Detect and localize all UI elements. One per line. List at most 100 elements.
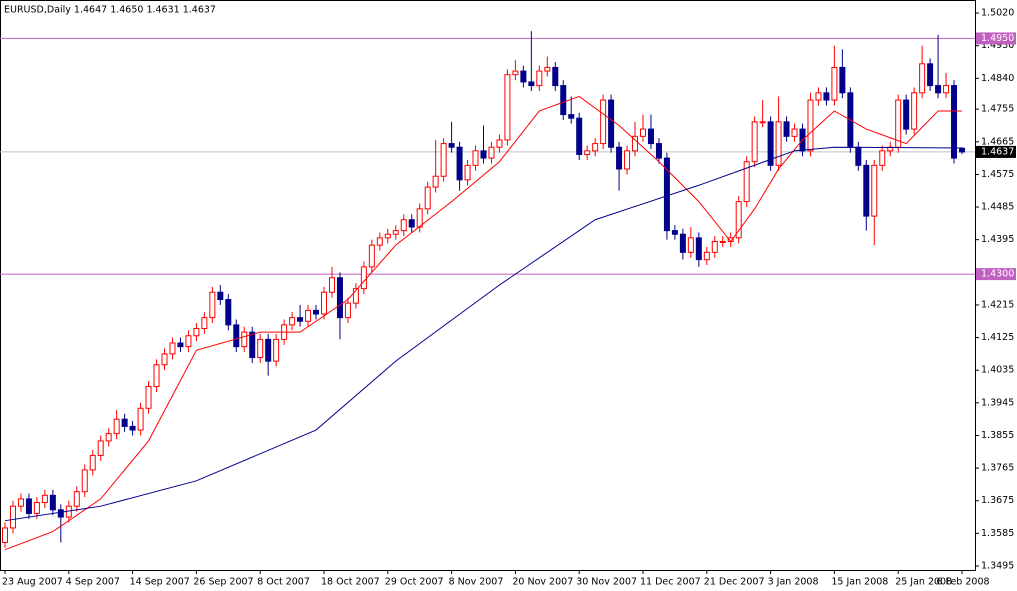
- candle-body: [640, 128, 646, 137]
- candle-body: [225, 299, 232, 326]
- candle-body: [879, 150, 886, 166]
- candle-body: [512, 70, 519, 76]
- candle-body: [153, 364, 160, 388]
- y-tick-label: 1.4035: [981, 365, 1014, 376]
- candle-body: [839, 66, 846, 94]
- candle-body: [536, 70, 543, 87]
- y-tick-label: 1.4215: [981, 299, 1014, 310]
- x-tick-label: 25 Jan 2008: [895, 577, 952, 588]
- candle-body: [863, 164, 870, 217]
- y-tick-label: 1.4755: [981, 104, 1014, 115]
- candle-body: [368, 244, 375, 268]
- candle-body: [608, 99, 615, 148]
- candle-body: [145, 386, 152, 409]
- y-tick-label: 1.4395: [981, 234, 1014, 245]
- candle-body: [624, 150, 631, 170]
- candle-body: [313, 309, 320, 315]
- candle-body: [57, 509, 64, 518]
- candle-body: [632, 135, 639, 152]
- candle-body: [25, 498, 32, 514]
- candle-body: [959, 147, 965, 153]
- candle-body: [193, 328, 200, 337]
- candle-body: [584, 150, 591, 155]
- x-tick-label: 18 Oct 2007: [321, 577, 380, 588]
- candle-body: [807, 99, 814, 152]
- candle-body: [81, 469, 88, 493]
- candle-body: [496, 139, 503, 148]
- candle-body: [137, 407, 144, 431]
- candle-body: [464, 164, 471, 181]
- candle-body: [456, 146, 463, 181]
- x-tick-label: 8 Nov 2007: [449, 577, 504, 588]
- candle-body: [89, 454, 96, 471]
- candle-body: [751, 121, 758, 163]
- candle-body: [289, 317, 296, 326]
- candle-body: [273, 338, 280, 362]
- moving-average: [4, 95, 962, 551]
- candle-body: [432, 175, 439, 188]
- candle-body: [871, 164, 878, 217]
- candle-body: [480, 150, 487, 159]
- candle-body: [257, 338, 264, 359]
- candle-body: [560, 85, 567, 116]
- candle-body: [719, 240, 726, 243]
- candle-body: [927, 63, 934, 87]
- candle-body: [616, 146, 623, 170]
- candle-body: [9, 505, 16, 529]
- candle-body: [576, 117, 583, 155]
- candle-body: [552, 66, 559, 87]
- candle-body: [233, 324, 240, 348]
- y-tick-label: 1.3675: [981, 495, 1014, 506]
- candle-body: [440, 143, 447, 177]
- candle-body: [416, 208, 423, 228]
- y-tick-label: 1.4930: [981, 40, 1014, 51]
- candle-body: [185, 335, 192, 348]
- candle-body: [105, 433, 112, 442]
- candle-body: [919, 63, 926, 94]
- candle-body: [392, 230, 399, 235]
- x-tick-label: 11 Dec 2007: [640, 577, 701, 588]
- candle-body: [297, 317, 304, 322]
- candle-body: [129, 425, 136, 431]
- candle-body: [687, 237, 694, 253]
- candle-body: [169, 342, 176, 355]
- x-tick-label: 4 Sep 2007: [66, 577, 120, 588]
- candle-body: [73, 491, 80, 507]
- x-tick-label: 29 Oct 2007: [385, 577, 444, 588]
- candle-body: [376, 237, 383, 246]
- candle-body: [17, 498, 24, 507]
- candle-body: [201, 317, 208, 330]
- candle-body: [113, 418, 120, 435]
- y-tick-label: 1.5020: [981, 8, 1014, 19]
- candle-body: [424, 186, 431, 210]
- candle-body: [695, 237, 702, 261]
- candle-body: [352, 288, 359, 304]
- candle-body: [344, 302, 351, 319]
- candle-body: [328, 277, 335, 293]
- level-label-box: [976, 268, 1016, 281]
- candle-body: [488, 146, 495, 159]
- candle-body: [775, 121, 782, 166]
- candle-body: [177, 342, 184, 348]
- candle-body: [823, 92, 830, 101]
- level-label: 1.4950: [981, 33, 1014, 44]
- y-tick-label: 1.3945: [981, 397, 1014, 408]
- candle-body: [121, 418, 128, 427]
- candle-body: [33, 502, 40, 514]
- x-tick-label: 15 Jan 2008: [831, 577, 888, 588]
- candle-body: [855, 146, 862, 166]
- candle-body: [815, 92, 822, 101]
- x-tick-label: 30 Nov 2007: [576, 577, 637, 588]
- y-tick-label: 1.3855: [981, 430, 1014, 441]
- x-tick-label: 26 Sep 2007: [193, 577, 253, 588]
- candle-body: [735, 201, 742, 239]
- x-tick-label: 14 Sep 2007: [130, 577, 190, 588]
- candle-body: [743, 161, 750, 203]
- x-tick-label: 21 Dec 2007: [704, 577, 765, 588]
- candle-body: [600, 99, 607, 145]
- candle-body: [400, 219, 407, 232]
- y-tick-label: 1.4840: [981, 73, 1014, 84]
- candle-body: [161, 353, 168, 366]
- candle-body: [528, 81, 535, 87]
